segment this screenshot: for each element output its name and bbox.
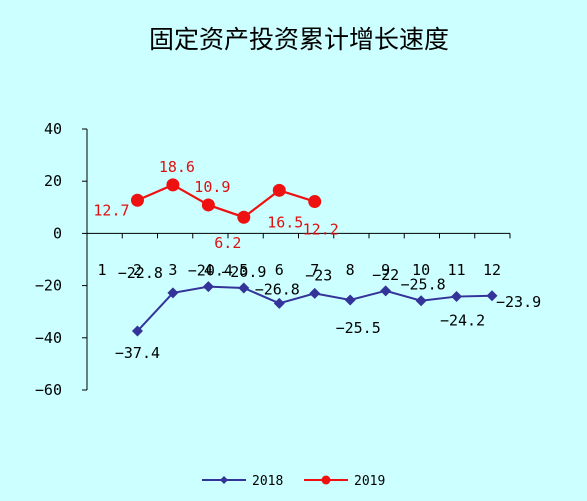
x-tick-label: 3 — [168, 261, 177, 279]
x-tick-label: 8 — [346, 261, 355, 279]
data-label: −24.2 — [440, 312, 485, 330]
y-tick-label: −60 — [35, 381, 62, 399]
point-marker — [238, 282, 250, 294]
x-tick-label: 1 — [97, 261, 106, 279]
x-tick-label: 9 — [381, 261, 390, 279]
y-tick-label: 20 — [44, 172, 62, 190]
data-label: 6.2 — [214, 234, 241, 252]
x-tick-label: 4 — [204, 261, 213, 279]
series-layer — [130, 178, 498, 337]
y-tick-label: 40 — [44, 120, 62, 138]
data-label: 12.7 — [93, 201, 129, 219]
data-label: −25.5 — [336, 319, 381, 337]
point-marker — [273, 297, 285, 309]
data-label: 10.9 — [194, 178, 230, 196]
data-label: −25.8 — [401, 276, 446, 294]
data-label: −37.4 — [115, 344, 160, 362]
data-label: −23.9 — [496, 293, 541, 311]
legend: 2018 2019 — [202, 474, 385, 489]
point-marker — [237, 210, 251, 224]
point-marker — [131, 325, 143, 337]
data-label: 12.2 — [303, 221, 339, 239]
point-marker — [202, 281, 214, 293]
point-marker — [272, 183, 286, 197]
y-tick-label: 0 — [53, 224, 62, 242]
data-label: 18.6 — [159, 158, 195, 176]
x-tick-label: 2 — [133, 261, 142, 279]
x-tick-label: 11 — [448, 261, 466, 279]
data-label: −26.8 — [255, 280, 300, 298]
point-marker — [201, 198, 215, 212]
point-marker — [167, 287, 179, 299]
legend-item-2019: 2019 — [304, 474, 385, 489]
point-marker — [486, 290, 498, 302]
point-marker — [308, 195, 322, 209]
x-tick-label: 10 — [412, 261, 430, 279]
data-label: −23 — [305, 266, 332, 284]
x-tick-label: 6 — [275, 261, 284, 279]
point-marker — [344, 294, 356, 306]
x-tick-label: 12 — [483, 261, 501, 279]
legend-item-2018: 2018 — [202, 474, 283, 489]
point-marker — [380, 285, 392, 297]
series-2018 — [131, 281, 498, 337]
point-marker — [166, 178, 180, 192]
series-2019 — [130, 178, 322, 224]
x-tick-label: 5 — [239, 261, 248, 279]
y-tick-label: −20 — [35, 277, 62, 295]
data-label: 16.5 — [267, 213, 303, 231]
data-label: −20.9 — [221, 263, 266, 281]
data-labels: −37.4 −22.8 −20.4−20.9−26.8 −23 −25.5 −22−25.… — [93, 158, 541, 362]
data-label: −22 — [372, 266, 399, 284]
chart-title: 固定资产投资累计增长速度 — [149, 25, 449, 54]
point-marker — [451, 291, 463, 303]
legend-marker — [220, 476, 228, 484]
y-tick-label: −40 — [35, 329, 62, 347]
legend-marker — [321, 475, 331, 485]
point-marker — [130, 193, 144, 207]
x-tick-label: 7 — [310, 261, 319, 279]
legend-label: 2018 — [252, 474, 283, 489]
data-label: −20.4 — [188, 262, 233, 280]
point-marker — [415, 295, 427, 307]
legend-label: 2019 — [354, 474, 385, 489]
data-label: −22.8 — [118, 264, 163, 282]
point-marker — [309, 287, 321, 299]
